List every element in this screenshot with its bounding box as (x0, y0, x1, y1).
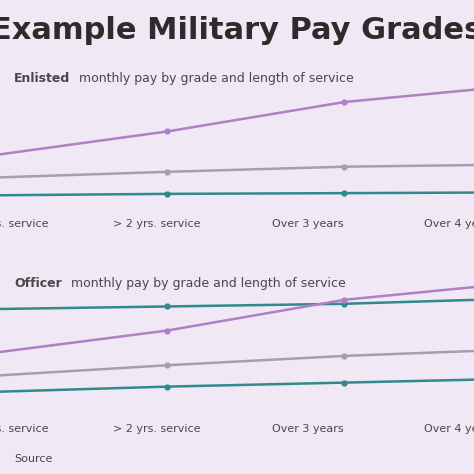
Text: Source: Source (14, 454, 53, 464)
Text: Officer: Officer (14, 277, 62, 290)
Text: < 2 yrs. service: < 2 yrs. service (0, 424, 48, 434)
Text: Enlisted: Enlisted (14, 72, 71, 85)
Text: Over 4 years: Over 4 years (424, 219, 474, 229)
Text: monthly pay by grade and length of service: monthly pay by grade and length of servi… (75, 72, 354, 85)
Text: > 2 yrs. service: > 2 yrs. service (113, 219, 200, 229)
Text: Over 4 years: Over 4 years (424, 424, 474, 434)
Text: Over 3 years: Over 3 years (272, 219, 344, 229)
Text: Example Military Pay Grades: Example Military Pay Grades (0, 16, 474, 45)
Text: Over 3 years: Over 3 years (272, 424, 344, 434)
Text: monthly pay by grade and length of service: monthly pay by grade and length of servi… (67, 277, 346, 290)
Text: < 2 yrs. service: < 2 yrs. service (0, 219, 48, 229)
Text: > 2 yrs. service: > 2 yrs. service (113, 424, 200, 434)
